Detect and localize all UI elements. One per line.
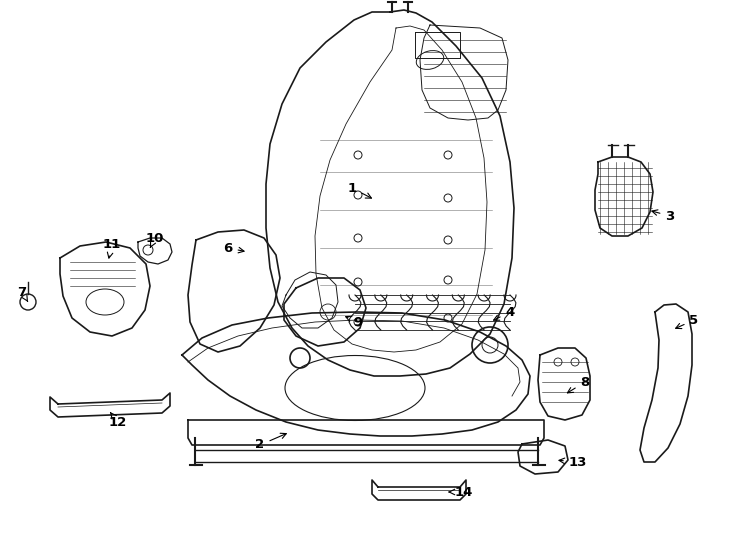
Text: 13: 13 — [559, 456, 587, 469]
Text: 5: 5 — [676, 314, 699, 328]
Text: 11: 11 — [103, 238, 121, 258]
Text: 12: 12 — [109, 413, 127, 429]
Text: 10: 10 — [146, 232, 164, 247]
Text: 4: 4 — [493, 306, 515, 320]
Text: 6: 6 — [223, 241, 244, 254]
Text: 1: 1 — [347, 181, 371, 198]
Text: 14: 14 — [449, 485, 473, 498]
Text: 9: 9 — [346, 315, 363, 328]
Text: 8: 8 — [567, 375, 589, 393]
Text: 3: 3 — [652, 210, 675, 222]
Text: 7: 7 — [18, 286, 28, 301]
Text: 2: 2 — [255, 433, 286, 451]
